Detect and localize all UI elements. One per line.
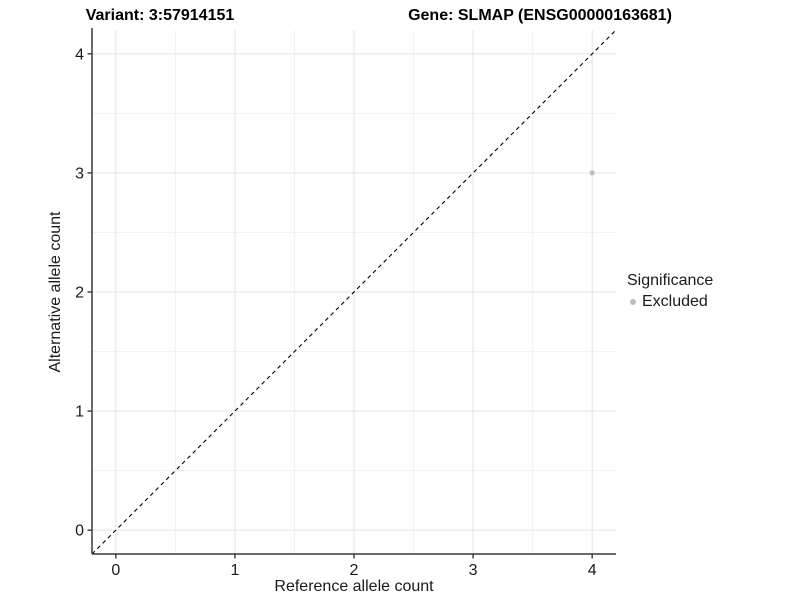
y-tick-label: 0	[75, 523, 84, 540]
y-tick-label: 2	[75, 285, 84, 302]
y-tick-label: 4	[75, 46, 84, 63]
x-axis-title: Reference allele count	[274, 578, 434, 595]
x-tick-label: 1	[230, 562, 239, 579]
legend: Significance Excluded	[627, 272, 713, 311]
y-axis-title: Alternative allele count	[47, 211, 64, 373]
y-tick-label: 1	[75, 404, 84, 421]
x-tick-label: 3	[469, 562, 478, 579]
legend-point-icon	[630, 299, 636, 305]
legend-item-excluded: Excluded	[627, 293, 713, 311]
plot-title-gene: Gene: SLMAP (ENSG00000163681)	[408, 7, 672, 24]
legend-title: Significance	[627, 272, 714, 289]
x-tick-label: 2	[350, 562, 359, 579]
legend-item-label: Excluded	[642, 293, 708, 310]
plot-title-variant: Variant: 3:57914151	[85, 7, 235, 24]
identity-reference-line	[91, 29, 617, 555]
data-point	[589, 170, 595, 176]
y-tick-label: 3	[75, 165, 84, 182]
x-tick-label: 0	[111, 562, 120, 579]
x-tick-label: 4	[588, 562, 597, 579]
